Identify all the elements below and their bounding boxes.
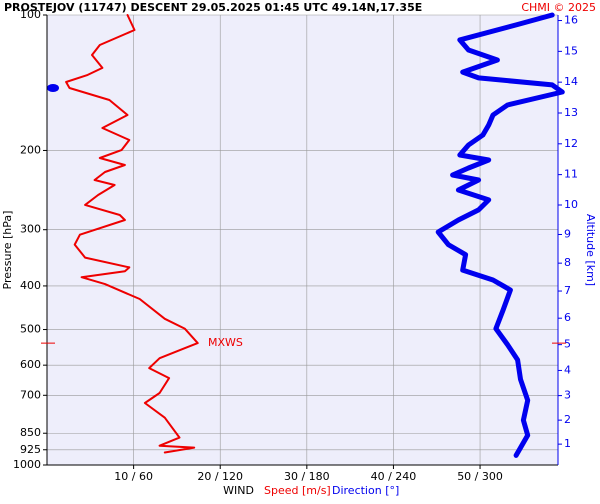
y-tick-label: 100 bbox=[20, 8, 41, 21]
y2-tick-label: 2 bbox=[564, 413, 571, 426]
y2-tick-label: 12 bbox=[564, 137, 578, 150]
y2-tick-label: 14 bbox=[564, 75, 578, 88]
y-tick-label: 850 bbox=[20, 426, 41, 439]
y2-tick-label: 5 bbox=[564, 338, 571, 351]
y-tick-label: 400 bbox=[20, 279, 41, 292]
y2-tick-label: 7 bbox=[564, 284, 571, 297]
y2-tick-label: 4 bbox=[564, 363, 571, 376]
x-tick-label: 20 / 120 bbox=[197, 470, 243, 483]
annotation-label: MXWS bbox=[208, 336, 243, 349]
x-axis-label: WIND bbox=[223, 484, 254, 497]
y-tick-label: 700 bbox=[20, 388, 41, 401]
x-tick-label: 10 / 60 bbox=[114, 470, 153, 483]
x-axis-label-direction: Direction [°] bbox=[332, 484, 399, 497]
y-tick-label: 300 bbox=[20, 223, 41, 236]
plot-area bbox=[47, 15, 558, 465]
x-axis-label-speed: Speed [m/s] bbox=[264, 484, 331, 497]
x-tick-label: 30 / 180 bbox=[284, 470, 330, 483]
y-tick-label: 200 bbox=[20, 143, 41, 156]
chart-title: PROSTEJOV (11747) DESCENT 29.05.2025 01:… bbox=[4, 1, 422, 14]
y2-tick-label: 13 bbox=[564, 106, 578, 119]
line-series bbox=[65, 14, 199, 454]
credit: CHMI © 2025 bbox=[521, 1, 596, 14]
x-tick-label: 50 / 300 bbox=[457, 470, 503, 483]
marker-dot bbox=[47, 84, 59, 92]
y2-tick-label: 8 bbox=[564, 256, 571, 269]
y2-tick-label: 9 bbox=[564, 227, 571, 240]
y2-tick-label: 15 bbox=[564, 44, 578, 57]
x-tick-label: 40 / 240 bbox=[371, 470, 417, 483]
y2-tick-label: 6 bbox=[564, 311, 571, 324]
y-tick-label: 500 bbox=[20, 323, 41, 336]
y2-tick-label: 3 bbox=[564, 389, 571, 402]
y-axis-label: Pressure [hPa] bbox=[1, 211, 14, 290]
y2-tick-label: 16 bbox=[564, 14, 578, 27]
y2-tick-label: 1 bbox=[564, 437, 571, 450]
line-series bbox=[435, 12, 565, 458]
y-tick-label: 1000 bbox=[13, 458, 41, 471]
y2-axis-label: Altitude [km] bbox=[584, 214, 597, 286]
y-tick-label: 600 bbox=[20, 358, 41, 371]
y2-tick-label: 10 bbox=[564, 198, 578, 211]
y2-tick-label: 11 bbox=[564, 168, 578, 181]
y-tick-label: 925 bbox=[20, 443, 41, 456]
